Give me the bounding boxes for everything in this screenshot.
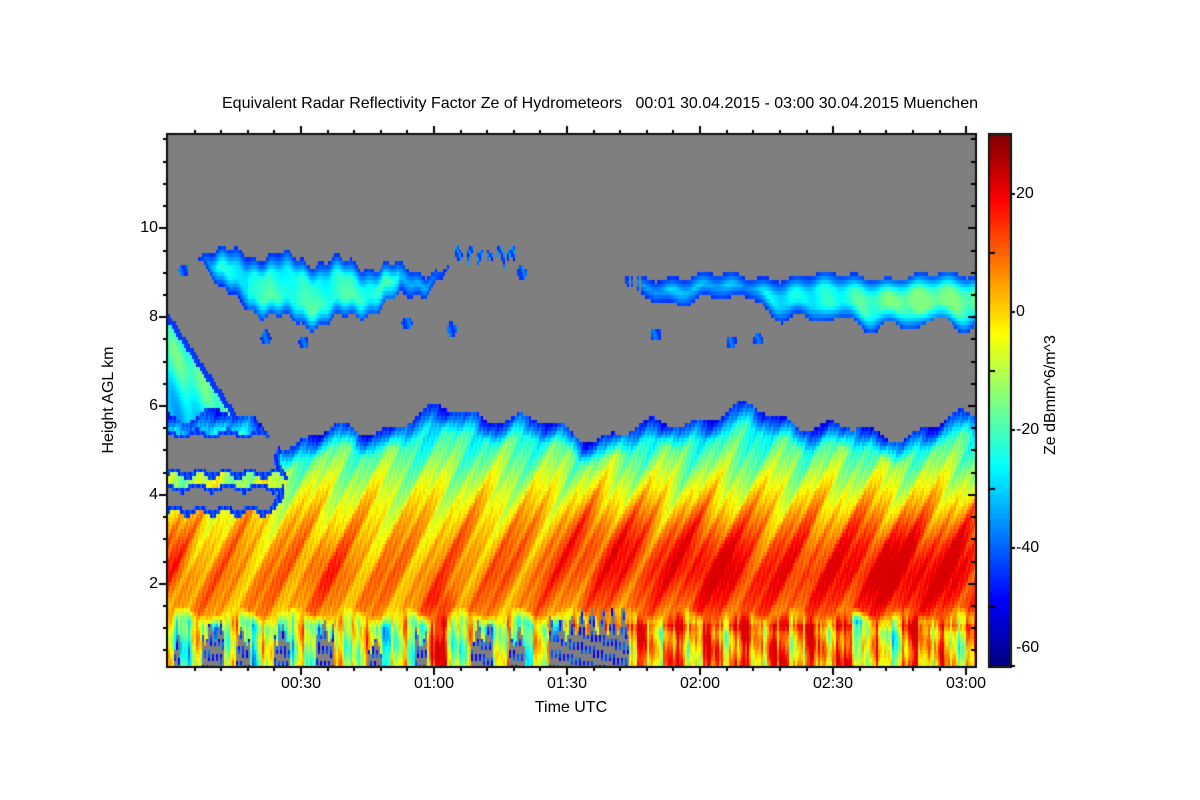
- x-tick-label: 01:00: [413, 675, 455, 692]
- colorbar-tick-label: -60: [1016, 639, 1040, 656]
- x-tick-label: 00:30: [280, 675, 322, 692]
- colorbar-tick-label: 0: [1016, 303, 1025, 320]
- y-tick-label: 4: [149, 486, 158, 503]
- chart-title: Equivalent Radar Reflectivity Factor Ze …: [222, 95, 978, 112]
- colorbar-label: Ze dBmm^6/m^3: [1042, 335, 1059, 455]
- colorbar-tick-label: -20: [1016, 421, 1040, 438]
- x-axis-label: Time UTC: [534, 699, 608, 716]
- x-tick-label: 03:00: [945, 675, 987, 692]
- y-tick-label: 6: [149, 397, 158, 414]
- y-tick-label: 8: [149, 308, 158, 325]
- colorbar-tick-label: -40: [1016, 539, 1040, 556]
- y-tick-label: 10: [140, 219, 158, 236]
- y-tick-label: 2: [149, 575, 158, 592]
- x-tick-label: 02:00: [679, 675, 721, 692]
- colorbar-gradient-canvas: [990, 135, 1010, 666]
- reflectivity-heatmap-canvas: [168, 135, 975, 666]
- colorbar-tick-label: 20: [1016, 185, 1034, 202]
- x-tick-label: 01:30: [546, 675, 588, 692]
- x-tick-label: 02:30: [812, 675, 854, 692]
